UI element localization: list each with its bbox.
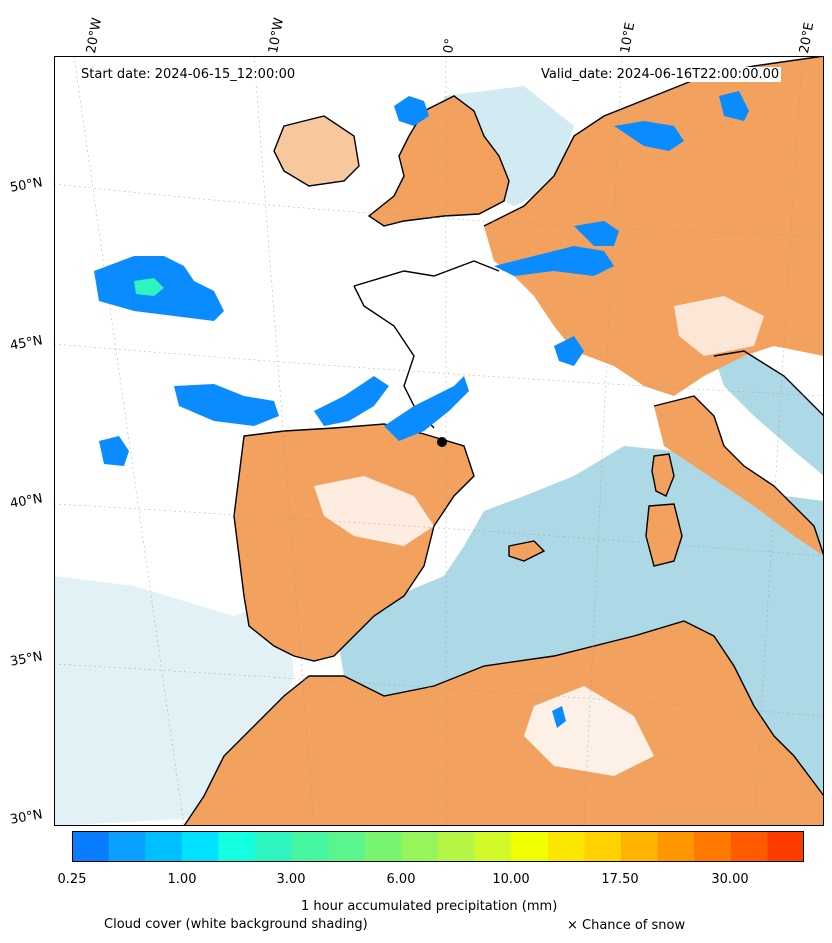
colorbar-tick-3.00: 3.00 <box>276 872 306 887</box>
colorbar-swatch <box>621 831 659 862</box>
colorbar-swatch <box>730 831 768 862</box>
precip-cell-poland <box>719 91 749 121</box>
lon-label-10e: 10°E <box>618 21 639 55</box>
snow-marker <box>437 437 447 447</box>
colorbar-swatch <box>511 831 549 862</box>
colorbar-swatch <box>767 831 804 862</box>
precip-cell-alps <box>554 336 584 366</box>
cloud-patch-1 <box>314 476 434 546</box>
colorbar-swatch <box>145 831 183 862</box>
precip-cell-atlantic-west <box>99 436 129 466</box>
start-date-text: Start date: 2024-06-15_12:00:00 <box>79 67 298 82</box>
precipitation-cells <box>94 91 749 728</box>
colorbar-swatch <box>72 831 110 862</box>
lon-label-0: 0° <box>441 37 459 55</box>
cloud-cover-note: Cloud cover (white background shading) <box>104 917 368 932</box>
colorbar-swatch <box>255 831 293 862</box>
great-britain <box>369 96 509 226</box>
snow-chance-note: × Chance of snow <box>567 918 686 933</box>
adriatic-sea <box>714 351 824 476</box>
precip-cell-bay-of-biscay-1 <box>174 384 279 426</box>
north-africa <box>184 621 824 826</box>
precipitation-map <box>54 56 824 826</box>
map-frame <box>54 56 824 826</box>
ireland <box>274 116 359 186</box>
cloud-patch-4 <box>674 296 764 356</box>
precip-cell-atlantic-north-core <box>134 278 164 296</box>
colorbar-tick-6.00: 6.00 <box>386 872 416 887</box>
colorbar-swatch <box>657 831 695 862</box>
colorbar-tick-0.25: 0.25 <box>57 872 87 887</box>
precip-cell-central-europe <box>574 221 619 246</box>
lat-label-35n: 35°N <box>8 649 44 670</box>
lat-label-50n: 50°N <box>8 175 44 196</box>
lon-label-20w: 20°W <box>84 16 106 55</box>
colorbar-tick-10.00: 10.00 <box>492 872 530 887</box>
precip-colorbar <box>72 831 804 862</box>
colorbar-swatch <box>364 831 402 862</box>
colorbar-tick-30.00: 30.00 <box>711 872 749 887</box>
colorbar-swatch <box>438 831 476 862</box>
precip-cell-bay-of-biscay-2 <box>314 376 389 426</box>
valid-date-text: Valid_date: 2024-06-16T22:00:00.00 <box>539 67 782 82</box>
lon-label-20e: 20°E <box>797 21 818 55</box>
colorbar-swatch <box>291 831 329 862</box>
balearic-islands <box>509 541 544 561</box>
graticule <box>54 56 824 826</box>
colorbar-swatch <box>547 831 585 862</box>
tyrrhenian-sea <box>664 456 774 656</box>
colorbar-frame <box>72 831 804 862</box>
precip-cell-uk <box>394 96 429 126</box>
colorbar-swatch <box>694 831 732 862</box>
colorbar-swatch <box>108 831 146 862</box>
corsica <box>652 454 674 496</box>
colorbar-swatch <box>218 831 256 862</box>
cloud-patch-2 <box>524 686 654 776</box>
precip-cell-baltic <box>614 121 684 151</box>
colorbar-swatch <box>328 831 366 862</box>
colorbar-title: 1 hour accumulated precipitation (mm) <box>301 899 558 914</box>
lon-label-10w: 10°W <box>266 16 288 55</box>
colorbar-swatch <box>584 831 622 862</box>
iberian-peninsula <box>234 424 474 661</box>
colorbar-tick-1.00: 1.00 <box>167 872 197 887</box>
lat-label-45n: 45°N <box>8 333 44 354</box>
precip-cell-morocco <box>552 706 566 728</box>
precip-cell-germany <box>494 246 614 276</box>
colorbar-swatch <box>474 831 512 862</box>
sardinia <box>646 504 682 566</box>
colorbar-swatch <box>401 831 439 862</box>
colorbar-swatch <box>181 831 219 862</box>
precip-cell-pyrenees <box>384 376 469 441</box>
lat-label-30n: 30°N <box>8 807 44 828</box>
lat-label-40n: 40°N <box>8 491 44 512</box>
colorbar-tick-17.50: 17.50 <box>601 872 639 887</box>
italy <box>654 396 824 556</box>
